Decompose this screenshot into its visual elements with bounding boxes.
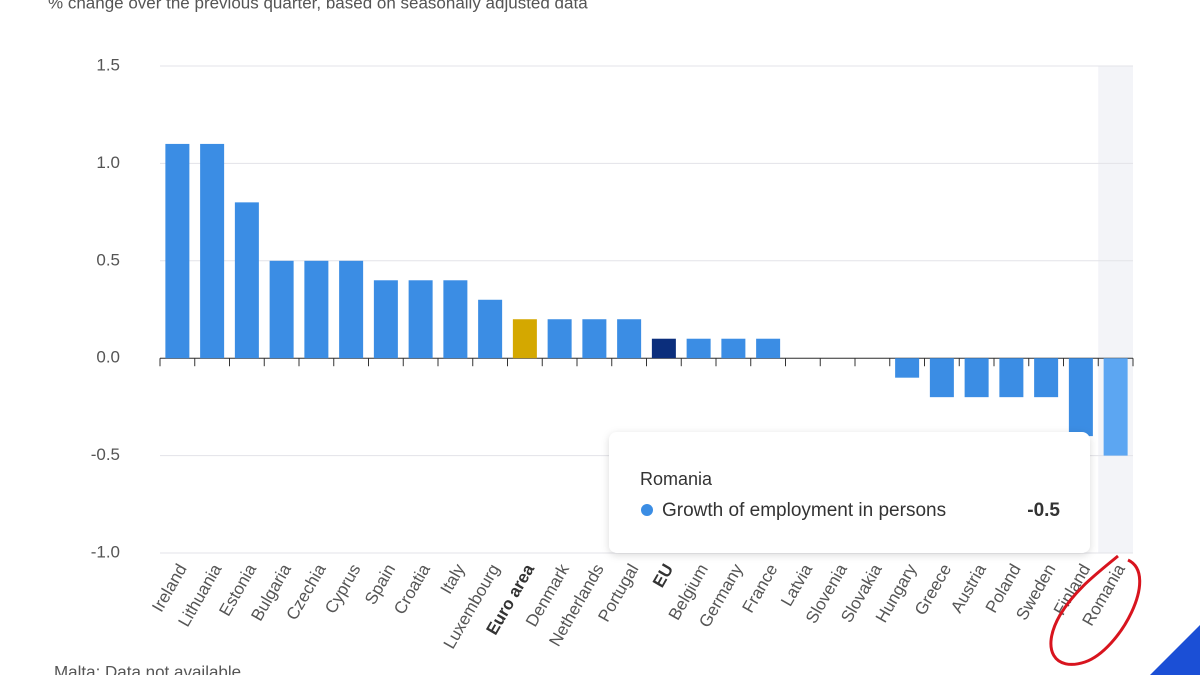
footnote: Malta: Data not available (54, 662, 241, 675)
bar (895, 358, 920, 378)
y-tick-label: 1.0 (96, 153, 120, 172)
bar (721, 338, 746, 359)
y-tick-label: 0.5 (96, 250, 120, 269)
bar (478, 299, 503, 359)
bar (582, 319, 607, 359)
bar (269, 260, 294, 359)
bar (234, 202, 259, 359)
corner-shape (1150, 625, 1200, 675)
bar (339, 260, 364, 359)
tooltip-dot (641, 504, 653, 516)
x-tick-label: France (739, 561, 782, 616)
y-tick-label: -1.0 (91, 542, 120, 561)
bar (408, 280, 433, 359)
bar (964, 358, 989, 398)
tooltip-series: Growth of employment in persons (662, 500, 946, 521)
bar (1034, 358, 1059, 398)
bar (304, 260, 329, 359)
bar (373, 280, 398, 359)
tooltip: Romania Growth of employment in persons … (609, 432, 1090, 553)
bar (651, 338, 676, 359)
bar (1103, 358, 1128, 456)
tooltip-box (609, 432, 1090, 553)
x-tick-label: Italy (437, 560, 469, 597)
bar (165, 143, 190, 359)
bar (686, 338, 711, 359)
y-tick-label: -0.5 (91, 445, 120, 464)
annotation-circle (1049, 554, 1142, 666)
bar (512, 319, 537, 359)
y-tick-label: 0.0 (96, 348, 120, 367)
bar (1068, 358, 1093, 437)
tooltip-title: Romania (640, 469, 713, 489)
y-tick-label: 1.5 (96, 55, 120, 74)
bar (617, 319, 642, 359)
bar (547, 319, 572, 359)
chart-subtitle: % change over the previous quarter, base… (48, 0, 588, 12)
tooltip-value: -0.5 (1027, 500, 1060, 521)
hover-band (1098, 66, 1133, 553)
bar (929, 358, 954, 398)
bar (756, 338, 781, 359)
bar (200, 143, 225, 359)
bar (443, 280, 468, 359)
x-tick-label: EU (649, 561, 677, 591)
bar (999, 358, 1024, 398)
